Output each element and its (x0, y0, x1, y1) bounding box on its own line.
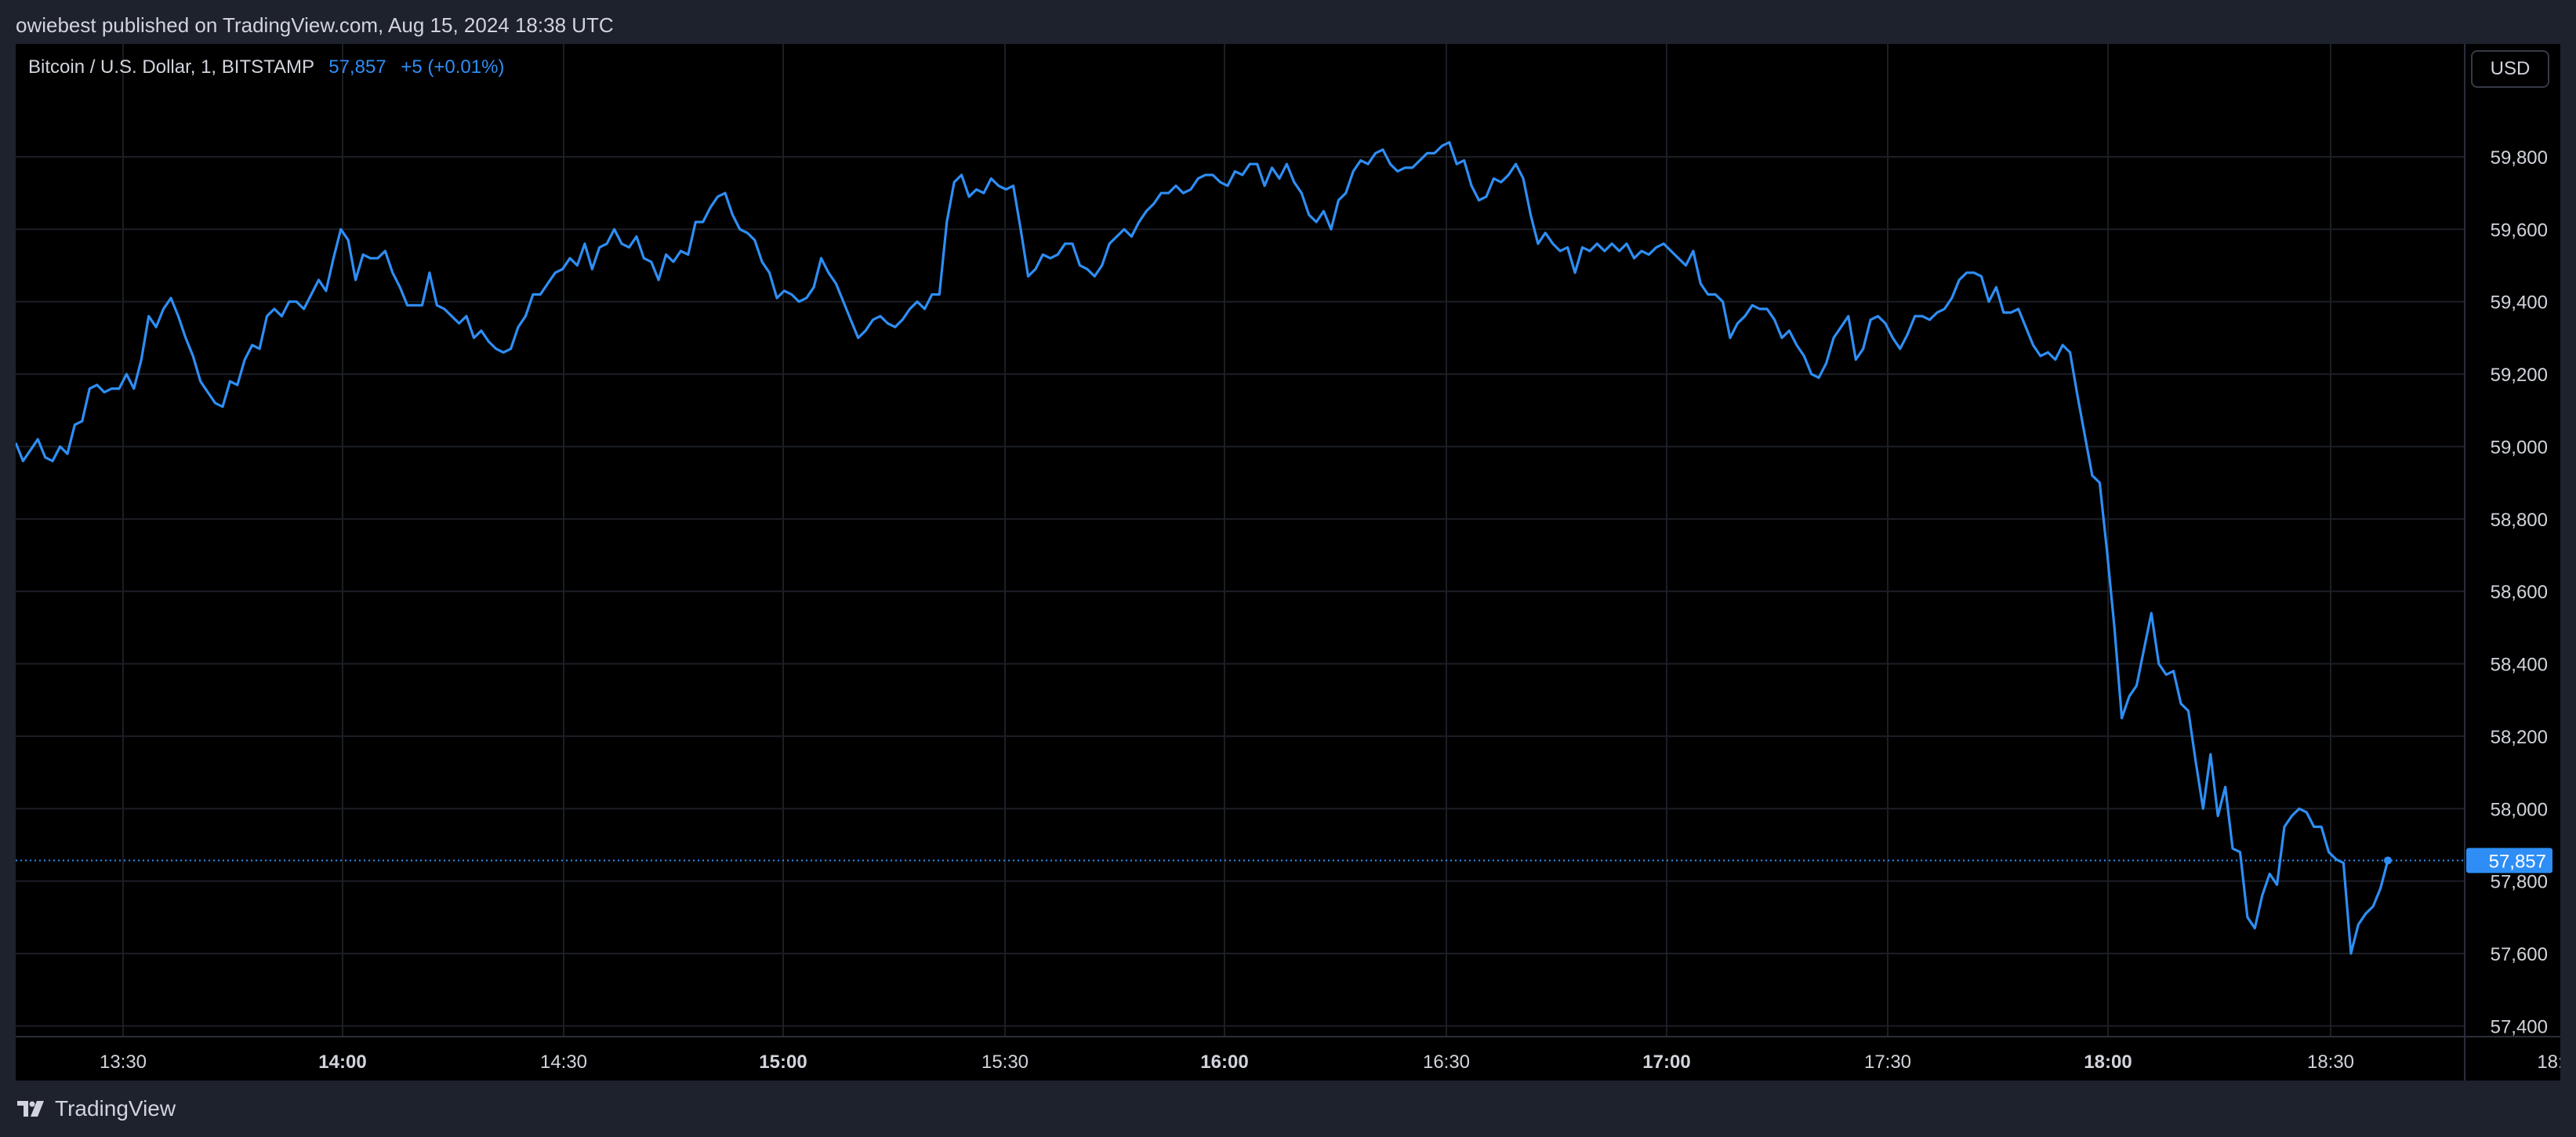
x-tick-label: 18: (2537, 1052, 2560, 1073)
symbol-title[interactable]: Bitcoin / U.S. Dollar, 1, BITSTAMP (28, 56, 314, 78)
y-tick-label: 59,200 (2491, 365, 2548, 386)
x-tick-label: 15:30 (981, 1052, 1029, 1073)
y-tick-label: 59,400 (2491, 292, 2548, 314)
y-tick-label: 58,200 (2491, 727, 2548, 748)
price-chart[interactable]: 59,800 59,600 59,400 59,200 59,000 58,800 58,6… (16, 44, 2560, 1081)
x-tick-label: 18:30 (2307, 1052, 2354, 1073)
legend-change: +5 (+0.01%) (401, 56, 505, 78)
y-tick-label: 57,600 (2491, 944, 2548, 965)
currency-button[interactable]: USD (2471, 50, 2549, 88)
x-tick-label: 17:00 (1642, 1052, 1690, 1073)
y-tick-label: 57,400 (2491, 1016, 2548, 1037)
brand-name: TradingView (55, 1096, 176, 1121)
tradingview-brand[interactable]: TradingView (16, 1093, 176, 1124)
x-tick-label: 18:00 (2084, 1052, 2132, 1073)
tradingview-logo-icon (17, 1101, 44, 1117)
y-tick-label: 59,800 (2491, 147, 2548, 169)
y-tick-label: 57,800 (2491, 872, 2548, 893)
y-tick-label: 59,000 (2491, 437, 2548, 458)
chart-pane[interactable]: 59,800 59,600 59,400 59,200 59,000 58,800 58,6… (16, 44, 2560, 1081)
legend-price: 57,857 (328, 56, 386, 78)
x-tick-label: 15:00 (759, 1052, 807, 1073)
x-tick-label: 17:30 (1864, 1052, 1911, 1073)
y-tick-label: 58,400 (2491, 655, 2548, 676)
symbol-legend: Bitcoin / U.S. Dollar, 1, BITSTAMP 57,85… (28, 53, 504, 82)
last-price-dot (2384, 856, 2392, 865)
price-series-line (16, 140, 2389, 955)
x-tick-label: 16:30 (1423, 1052, 1470, 1073)
x-tick-label: 14:00 (318, 1052, 366, 1073)
last-price-label: 57,857 (2489, 851, 2546, 872)
y-tick-label: 59,600 (2491, 220, 2548, 241)
y-tick-label: 58,800 (2491, 510, 2548, 531)
published-caption: owiebest published on TradingView.com, A… (16, 13, 614, 37)
y-tick-label: 58,600 (2491, 582, 2548, 603)
x-tick-label: 13:30 (100, 1052, 147, 1073)
last-price-label-bg (2466, 848, 2552, 874)
x-tick-label: 14:30 (540, 1052, 587, 1073)
y-tick-label: 58,000 (2491, 799, 2548, 820)
x-tick-label: 16:00 (1200, 1052, 1248, 1073)
